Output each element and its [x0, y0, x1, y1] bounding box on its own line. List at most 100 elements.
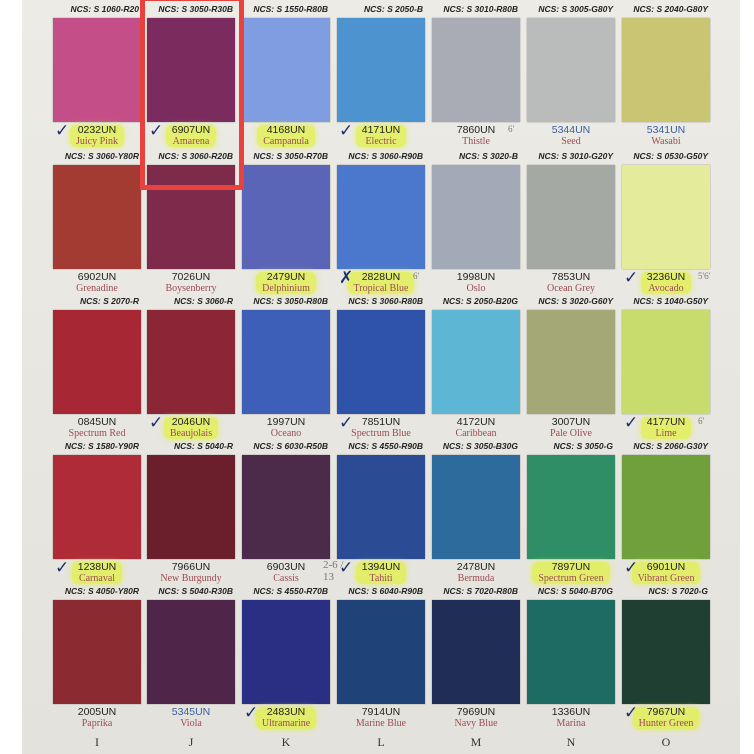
swatch-label: 4171UN Electric: [335, 125, 427, 149]
label-text: 2483UN Ultramarine: [255, 707, 317, 729]
color-name: Boysenberry: [165, 283, 217, 294]
handwritten-note: 6': [413, 271, 420, 281]
label-text: 2479UN Delphinium: [256, 272, 316, 294]
handwritten-note: 6': [698, 416, 705, 426]
color-name: Spectrum Blue: [351, 428, 411, 439]
color-swatch[interactable]: [622, 455, 710, 559]
label-text: 3236UN Avocado: [640, 272, 692, 294]
swatch-label: 4177UN Lime: [620, 417, 712, 441]
color-swatch[interactable]: [622, 310, 710, 414]
color-name: Avocado: [648, 283, 684, 294]
color-name: Campanula: [263, 136, 309, 147]
label-text: 4172UN Caribbean: [449, 417, 502, 440]
ncs-code: NCS: S 4050-Y80R: [64, 586, 139, 596]
product-code: 1238UN: [77, 561, 117, 573]
product-code: 5345UN: [171, 706, 211, 718]
color-swatch[interactable]: [242, 310, 330, 414]
swatch-label: 7969UN Navy Blue: [430, 707, 522, 731]
color-swatch[interactable]: [53, 600, 141, 704]
color-swatch[interactable]: [53, 455, 141, 559]
label-text: 1238UN Carnaval: [71, 561, 123, 584]
product-code: 2478UN: [456, 561, 496, 573]
label-text: 7851UN Spectrum Blue: [345, 417, 417, 440]
color-swatch[interactable]: [337, 165, 425, 269]
color-name: Lime: [655, 428, 677, 439]
color-swatch[interactable]: [527, 165, 615, 269]
label-text: 1997UN Oceano: [261, 417, 312, 440]
swatch-label: 6902UN Grenadine: [51, 272, 143, 296]
color-swatch[interactable]: [242, 600, 330, 704]
product-code: 7914UN: [361, 706, 401, 718]
color-swatch[interactable]: [147, 600, 235, 704]
color-swatch[interactable]: [432, 310, 520, 414]
color-swatch[interactable]: [527, 18, 615, 122]
product-code: 7853UN: [551, 271, 591, 283]
ncs-code: NCS: S 3050-G: [553, 441, 613, 451]
swatch-label: 2005UN Paprika: [51, 707, 143, 731]
color-swatch[interactable]: [622, 600, 710, 704]
product-code: 2046UN: [171, 416, 211, 428]
color-swatch[interactable]: [622, 18, 710, 122]
product-code: 4177UN: [646, 416, 686, 428]
column-letter: K: [281, 735, 291, 749]
color-swatch[interactable]: [53, 18, 141, 122]
swatch-label: 7914UN Marine Blue: [335, 707, 427, 731]
ncs-code: NCS: S 7020-G: [648, 586, 708, 596]
color-swatch[interactable]: [527, 310, 615, 414]
swatch-label: 7026UN Boysenberry: [145, 272, 237, 296]
color-swatch[interactable]: [147, 455, 235, 559]
swatch-label: 4172UN Caribbean: [430, 417, 522, 441]
ncs-code: NCS: S 2070-R: [79, 296, 139, 306]
product-code: 2005UN: [77, 706, 117, 718]
color-name: Oceano: [270, 428, 302, 439]
color-swatch[interactable]: [527, 455, 615, 559]
product-code: 6907UN: [171, 124, 211, 136]
cross-mark-icon: ✗: [339, 268, 354, 288]
color-swatch[interactable]: [242, 18, 330, 122]
color-name: Bermuda: [457, 573, 495, 584]
color-swatch[interactable]: [432, 18, 520, 122]
color-swatch[interactable]: [242, 165, 330, 269]
label-text: 6903UN Cassis: [261, 562, 312, 585]
color-swatch[interactable]: [147, 18, 235, 122]
handwritten-note: 2-6 / 13: [323, 559, 344, 583]
ncs-code: NCS: S 2060-G30Y: [633, 441, 708, 451]
label-text: 7860UN Thistle: [451, 125, 502, 148]
ncs-code: NCS: S 2040-G80Y: [633, 4, 708, 14]
color-swatch[interactable]: [147, 310, 235, 414]
color-swatch[interactable]: [53, 310, 141, 414]
color-name: Viola: [180, 718, 202, 729]
ncs-code: NCS: S 1040-G50Y: [633, 296, 708, 306]
label-text: 1998UN Oslo: [451, 272, 502, 295]
color-swatch[interactable]: [337, 18, 425, 122]
color-name: Navy Blue: [454, 718, 498, 729]
color-name: Seed: [561, 136, 581, 147]
label-text: 0845UN Spectrum Red: [63, 416, 132, 440]
label-text: 2005UN Paprika: [72, 706, 123, 730]
color-name: Beaujolais: [169, 428, 213, 439]
handwritten-note: 5'6': [698, 271, 711, 281]
color-name: Carnaval: [78, 573, 116, 584]
color-swatch[interactable]: [432, 455, 520, 559]
color-swatch[interactable]: [242, 455, 330, 559]
product-code: 7026UN: [171, 271, 211, 283]
color-swatch[interactable]: [337, 600, 425, 704]
color-swatch[interactable]: [622, 165, 710, 269]
ncs-code: NCS: S 3050-R30B: [158, 4, 233, 14]
color-swatch[interactable]: [53, 165, 141, 269]
column-letter: J: [188, 735, 194, 749]
color-swatch[interactable]: [147, 165, 235, 269]
swatch-label: 6903UN Cassis: [240, 562, 332, 586]
product-code: 0845UN: [77, 416, 117, 428]
color-swatch[interactable]: [432, 165, 520, 269]
color-swatch[interactable]: [337, 455, 425, 559]
ncs-code: NCS: S 3010-G20Y: [538, 151, 613, 161]
color-name: Wasabi: [651, 136, 681, 147]
color-swatch[interactable]: [432, 600, 520, 704]
color-swatch[interactable]: [337, 310, 425, 414]
color-swatch[interactable]: [527, 600, 615, 704]
checkmark-icon: ✓: [624, 703, 639, 723]
color-name: Cassis: [273, 573, 299, 584]
swatch-label: 6901UN Vibrant Green: [620, 562, 712, 586]
ncs-code: NCS: S 1580-Y90R: [64, 441, 139, 451]
